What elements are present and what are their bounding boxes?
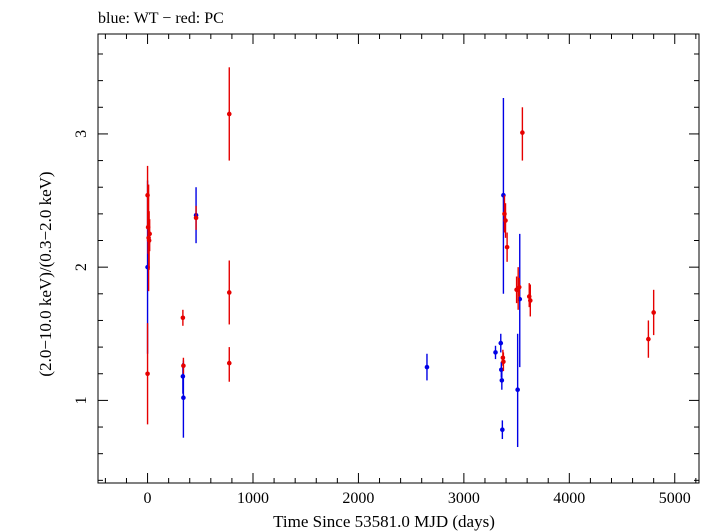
- data-point: [145, 371, 150, 377]
- data-point: [646, 336, 651, 342]
- x-tick-label: 2000: [342, 490, 374, 507]
- x-tick-label: 1000: [237, 490, 269, 507]
- x-tick-label: 5000: [659, 490, 691, 507]
- data-point: [515, 387, 520, 393]
- data-point: [180, 315, 186, 321]
- data-point: [493, 350, 498, 355]
- data-point: [424, 364, 430, 370]
- data-point: [226, 360, 232, 366]
- data-point: [181, 395, 186, 401]
- data-point: [498, 340, 504, 346]
- plot-area: [97, 33, 700, 484]
- x-axis-label: Time Since 53581.0 MJD (days): [273, 512, 495, 531]
- y-axis-label: (2.0−10.0 keV)/(0.3−2.0 keV): [36, 171, 55, 376]
- data-point: [501, 359, 506, 365]
- y-tick-label: 1: [73, 396, 90, 404]
- data-point: [527, 298, 533, 303]
- y-tick-label: 3: [73, 130, 90, 138]
- data-point: [503, 218, 508, 223]
- data-point: [181, 363, 186, 369]
- y-tick-label: 2: [73, 263, 90, 271]
- chart-title: blue: WT − red: PC: [98, 10, 224, 27]
- data-point: [193, 215, 199, 221]
- data-point: [500, 427, 505, 433]
- data-point: [226, 111, 232, 117]
- axes: 0 1000 2000 3000 4000 5000 1 2 3: [73, 34, 699, 507]
- data-point: [651, 310, 656, 315]
- data-marks: [145, 67, 656, 448]
- data-point: [226, 290, 232, 295]
- data-point: [520, 130, 525, 135]
- x-tick-label: 4000: [553, 490, 585, 507]
- x-tick-label: 0: [144, 490, 152, 507]
- data-point: [504, 244, 510, 250]
- data-point: [147, 231, 152, 237]
- data-point: [516, 284, 522, 290]
- data-point: [499, 367, 504, 373]
- data-point: [499, 378, 505, 383]
- x-tick-label: 3000: [448, 490, 480, 507]
